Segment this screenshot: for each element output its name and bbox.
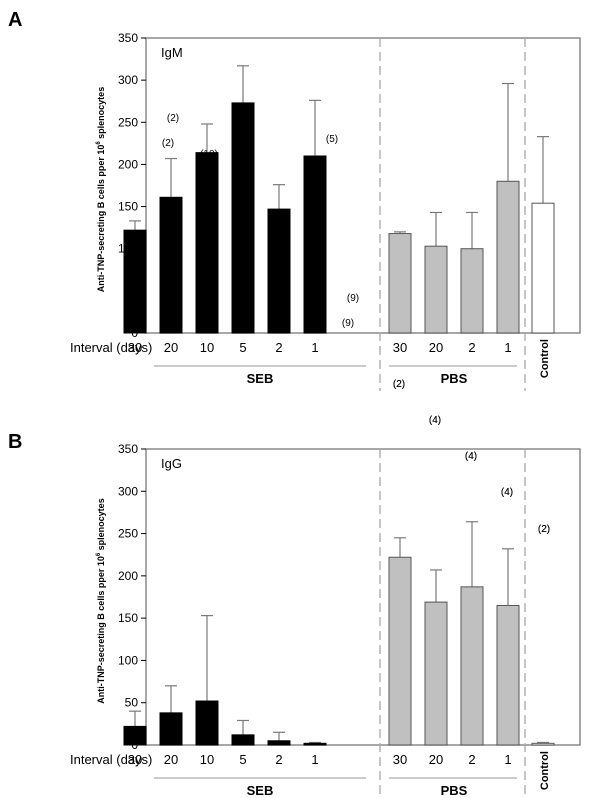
y-tick-label: 300: [118, 484, 138, 498]
n-label: (2): [393, 379, 405, 390]
bar-seb: [159, 196, 183, 334]
bar-pbs: [424, 601, 448, 746]
n-label: (7): [270, 246, 282, 257]
panel-label: IgM: [161, 45, 183, 60]
category-label: 30: [128, 752, 142, 767]
y-tick-label: 100: [118, 653, 138, 667]
y-tick-label: 150: [118, 611, 138, 625]
bar-pbs: [460, 248, 484, 334]
y-tick-label: 350: [118, 442, 138, 456]
n-label: (2): [167, 113, 179, 124]
n-label: (4): [465, 451, 477, 462]
bar-pbs: [496, 180, 520, 334]
n-label: (7): [234, 210, 246, 221]
n-label: (2): [538, 524, 550, 535]
bar-seb: [195, 700, 219, 746]
panel-label: IgG: [161, 456, 182, 471]
n-label: (2): [538, 524, 550, 535]
bar-control: [531, 742, 555, 746]
plot-frame: [145, 448, 581, 746]
bar-seb: [231, 734, 255, 746]
bar-seb: [303, 155, 327, 334]
bar-pbs: [388, 233, 412, 334]
category-label: 2: [275, 752, 282, 767]
y-tick-label: 350: [118, 31, 138, 45]
extra-annotation: (5): [326, 134, 338, 145]
y-tick-label: 200: [118, 569, 138, 583]
category-label: 10: [200, 340, 214, 355]
bar-seb: [123, 229, 147, 334]
y-axis-label-sup: 6: [96, 141, 102, 145]
category-label: 30: [128, 340, 142, 355]
group-label-control: Control: [539, 339, 551, 378]
bar-seb: [267, 208, 291, 334]
chart-panel-b: B050100150200250300350IgGAnti-TNP-secret…: [8, 138, 581, 798]
group-label-control: Control: [539, 751, 551, 790]
n-label: (2): [393, 379, 405, 390]
category-label: 30: [393, 752, 407, 767]
group-label-seb: SEB: [247, 783, 274, 798]
category-label: 20: [164, 340, 178, 355]
bar-pbs: [460, 586, 484, 746]
category-label: 1: [504, 340, 511, 355]
category-label: 2: [275, 340, 282, 355]
group-label-seb: SEB: [247, 371, 274, 386]
n-label: (10): [195, 174, 213, 185]
category-label: 30: [393, 340, 407, 355]
panel-letter: A: [8, 9, 22, 31]
y-tick-label: 50: [125, 696, 139, 710]
y-tick-label: 300: [118, 73, 138, 87]
n-label: (4): [429, 415, 441, 426]
chart-panel-a: A050100150200250300350IgMAnti-TNP-secret…: [8, 9, 581, 535]
y-axis-label: Anti-TNP-secreting B cells pper 106 sple…: [96, 87, 106, 292]
bar-seb: [159, 712, 183, 746]
bar-seb: [195, 152, 219, 334]
y-axis-label-main: Anti-TNP-secreting B cells pper 10: [96, 145, 106, 293]
category-label: 5: [239, 752, 246, 767]
n-label: (4): [465, 451, 477, 462]
n-label: (9): [342, 318, 354, 329]
interval-row-label: Interval (days): [70, 340, 152, 355]
category-label: 2: [468, 340, 475, 355]
y-axis-label-sup: 6: [96, 552, 102, 556]
y-axis-label-tail: splenocytes: [96, 498, 106, 553]
group-label-pbs: PBS: [441, 783, 468, 798]
bar-pbs: [496, 604, 520, 746]
bar-seb: [231, 102, 255, 334]
n-label: (4): [501, 487, 513, 498]
bar-seb: [267, 740, 291, 746]
n-label: (4): [429, 415, 441, 426]
interval-row-label: Interval (days): [70, 752, 152, 767]
n-label: (9): [347, 293, 359, 304]
bar-pbs: [388, 556, 412, 746]
group-label-pbs: PBS: [441, 371, 468, 386]
category-label: 10: [200, 752, 214, 767]
category-label: 2: [468, 752, 475, 767]
bar-pbs: [424, 245, 448, 334]
category-label: 5: [239, 340, 246, 355]
category-label: 20: [429, 752, 443, 767]
category-label: 1: [311, 752, 318, 767]
category-label: 1: [504, 752, 511, 767]
y-axis-label-tail: splenocytes: [96, 87, 106, 142]
n-label: (4): [501, 487, 513, 498]
category-label: 20: [429, 340, 443, 355]
bar-control: [531, 202, 555, 334]
y-tick-label: 250: [118, 527, 138, 541]
bar-seb: [303, 742, 327, 746]
y-axis-label-main: Anti-TNP-secreting B cells pper 10: [96, 556, 106, 704]
plot-frame: [145, 37, 581, 334]
n-label: (2): [162, 138, 174, 149]
bar-seb: [123, 725, 147, 746]
panel-letter: B: [8, 431, 22, 453]
y-tick-label: 200: [118, 157, 138, 171]
n-label: (5): [306, 282, 318, 293]
y-tick-label: 250: [118, 115, 138, 129]
category-label: 1: [311, 340, 318, 355]
category-label: 20: [164, 752, 178, 767]
y-axis-label: Anti-TNP-secreting B cells pper 106 sple…: [96, 498, 106, 703]
y-tick-label: 150: [118, 200, 138, 214]
